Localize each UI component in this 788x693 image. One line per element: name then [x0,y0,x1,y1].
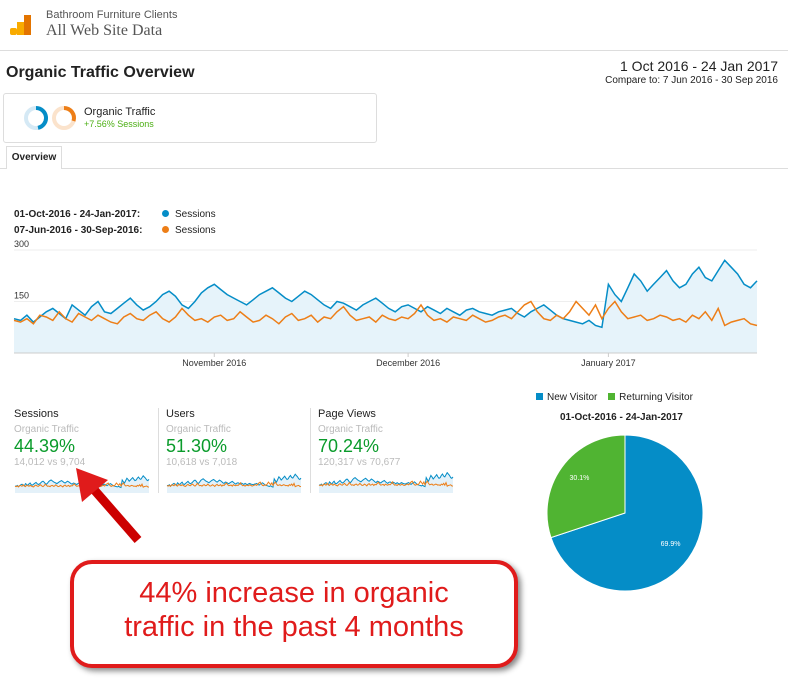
x-tick-label: January 2017 [581,358,636,368]
metric-change: 44.39% [14,436,76,456]
metric-change: 51.30% [166,436,228,456]
pie-title: 01-Oct-2016 - 24-Jan-2017 [560,412,683,423]
sparkline-series [318,480,454,487]
metric-label: Sessions [14,408,59,420]
x-tick-label: November 2016 [182,358,246,368]
chart-legend: 01-Oct-2016 - 24-Jan-2017: Sessions 07-Ju… [14,209,216,236]
sessions-line-chart[interactable]: 300 150 November 2016 December 2016 January … [0,240,788,370]
x-tick-label: December 2016 [376,358,440,368]
arrow-annotation [76,468,142,543]
page-title: Organic Traffic Overview [6,64,195,81]
divider [0,50,788,51]
sparkline-series [166,473,302,488]
divider [0,168,788,169]
pie-slice-new-visitor [550,434,704,592]
sparkline-series [166,481,302,488]
metric-page-views[interactable]: Page Views Organic Traffic 70.24% 120,317 v… [318,408,458,468]
segment-donut-icons [24,106,76,130]
metric-segment: Organic Traffic [318,424,383,435]
metric-sparkline [318,472,454,493]
segment-card[interactable]: Organic Traffic +7.56% Sessions [3,93,377,143]
y-tick-label: 150 [14,291,29,301]
segment-summary: +7.56% Sessions [84,119,154,129]
metric-change: 70.24% [318,436,380,456]
legend-current: 01-Oct-2016 - 24-Jan-2017: Sessions [14,209,216,220]
metric-label: Page Views [318,408,376,420]
divider [158,408,159,493]
y-tick-label: 300 [14,240,29,249]
metric-compare: 120,317 vs 70,677 [318,457,401,468]
property-name[interactable]: All Web Site Data [46,22,163,39]
metric-sessions[interactable]: Sessions Organic Traffic 44.39% 14,012 vs 9… [14,408,154,468]
pie-legend: New Visitor Returning Visitor [536,392,693,403]
annotation-callout: 44% increase in organic traffic in the pa… [70,560,518,668]
date-range[interactable]: 1 Oct 2016 - 24 Jan 2017 [620,58,778,74]
metric-segment: Organic Traffic [14,424,79,435]
account-name[interactable]: Bathroom Furniture Clients [46,9,178,21]
visitor-pie-chart[interactable]: 69.9% 30.1% [540,428,710,598]
metric-sparkline [166,473,302,493]
metric-segment: Organic Traffic [166,424,231,435]
sparkline-area [167,474,301,493]
segment-name: Organic Traffic [84,106,156,118]
tab-overview[interactable]: Overview [6,146,62,169]
series-line-current [13,259,758,329]
sparkline-area [319,472,453,493]
legend-previous: 07-Jun-2016 - 30-Sep-2016: Sessions [14,225,216,236]
series-line-previous [13,300,758,327]
metric-compare: 10,618 vs 7,018 [166,457,238,468]
metric-label: Users [166,408,195,420]
metric-compare: 14,012 vs 9,704 [14,457,86,468]
divider [310,408,311,493]
pie-label: 69.9% [661,541,681,548]
sparkline-series [318,472,454,488]
analytics-logo [10,15,31,35]
metric-users[interactable]: Users Organic Traffic 51.30% 10,618 vs 7,01… [166,408,306,468]
compare-range[interactable]: Compare to: 7 Jun 2016 - 30 Sep 2016 [605,75,778,86]
pie-label: 30.1% [570,475,590,482]
pie-slice-returning-visitor [546,434,626,539]
